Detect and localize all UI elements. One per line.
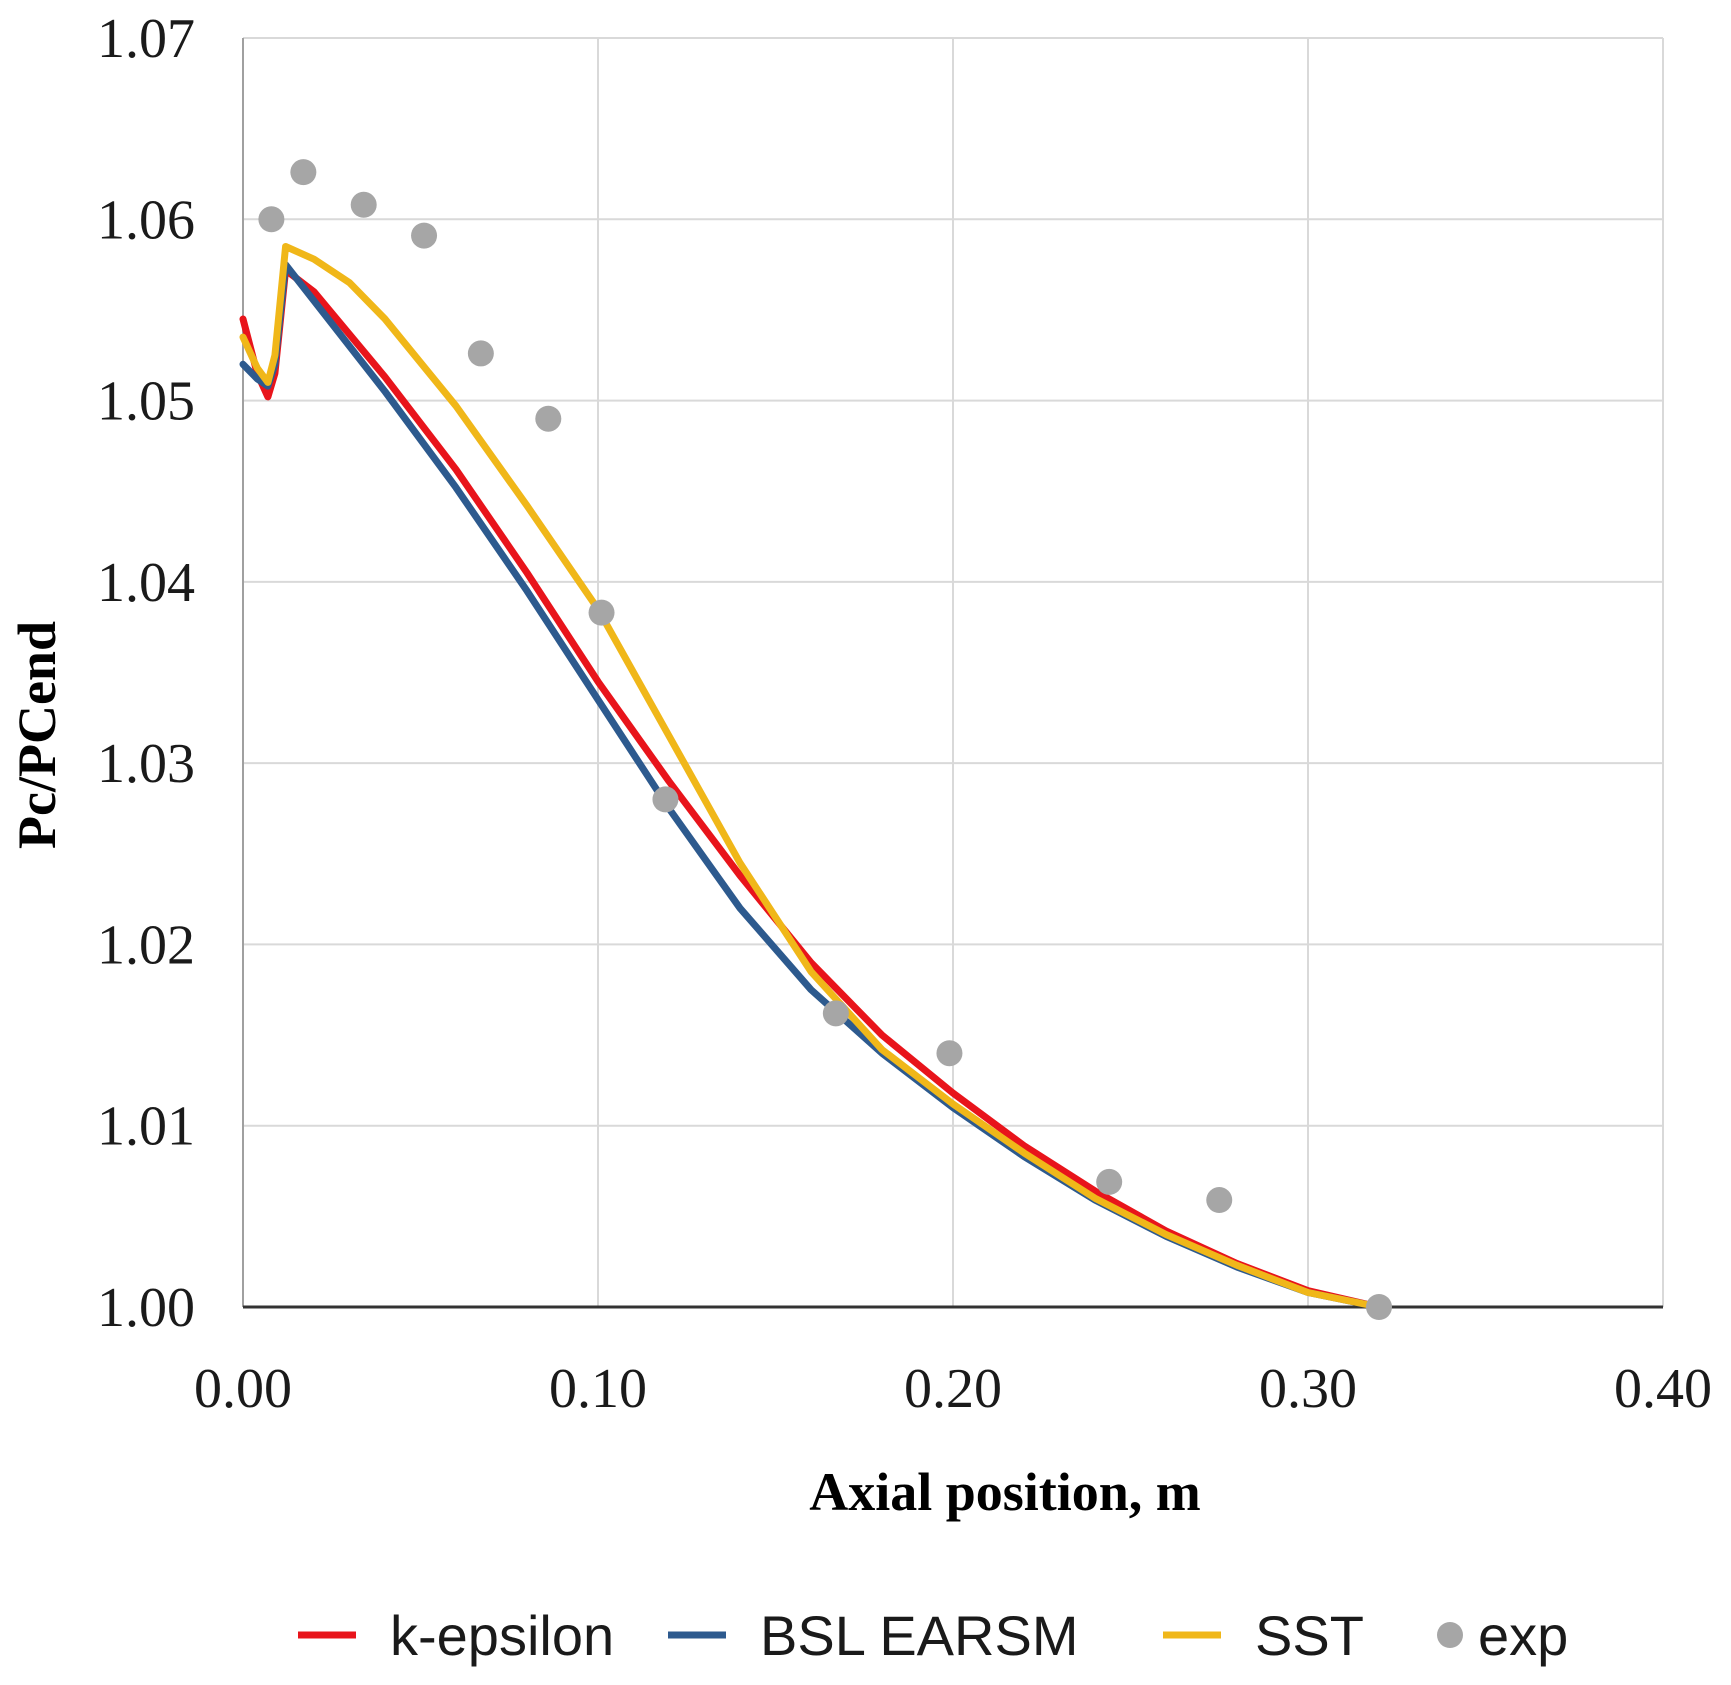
- x-axis-title: Axial position, m: [809, 1462, 1201, 1522]
- exp-point: [535, 405, 562, 432]
- y-tick-label: 1.06: [97, 189, 195, 251]
- y-axis-title: Pc/PCend: [7, 621, 67, 849]
- series-layer: [239, 159, 1392, 1320]
- y-tick-label: 1.03: [97, 733, 195, 795]
- exp-point: [290, 159, 317, 186]
- x-tick-label: 0.00: [194, 1358, 292, 1420]
- legend-label-k-epsilon: k-epsilon: [390, 1604, 614, 1667]
- legend-label-exp: exp: [1478, 1604, 1568, 1667]
- y-tick-label: 1.00: [97, 1277, 195, 1339]
- series-line-bsl-earsm: [239, 261, 1383, 1311]
- y-tick-label: 1.04: [97, 552, 195, 614]
- exp-point: [1366, 1294, 1392, 1320]
- exp-point: [258, 206, 285, 233]
- legend-label-bsl-earsm: BSL EARSM: [760, 1604, 1078, 1667]
- y-tick-label: 1.07: [97, 8, 195, 70]
- tick-labels: 1.00 1.01 1.02 1.03 1.04 1.05 1.06 1.07 0.00 0.10…: [97, 8, 1712, 1420]
- exp-point: [822, 1000, 849, 1027]
- legend: k-epsilon BSL EARSM SST exp: [298, 1604, 1568, 1667]
- axes: [242, 38, 1663, 1309]
- x-tick-label: 0.40: [1614, 1358, 1712, 1420]
- exp-point: [652, 786, 679, 813]
- exp-point: [411, 222, 438, 249]
- series-line-sst: [239, 243, 1383, 1311]
- x-tick-label: 0.10: [549, 1358, 647, 1420]
- exp-point: [588, 599, 615, 626]
- exp-point: [1206, 1187, 1233, 1214]
- y-tick-label: 1.01: [97, 1096, 195, 1158]
- grid: [243, 37, 1664, 1307]
- legend-marker-exp: [1437, 1622, 1463, 1648]
- y-tick-label: 1.02: [97, 914, 195, 976]
- legend-label-sst: SST: [1255, 1604, 1364, 1667]
- x-tick-label: 0.30: [1259, 1358, 1357, 1420]
- exp-point: [467, 340, 494, 367]
- x-tick-label: 0.20: [904, 1358, 1002, 1420]
- y-tick-label: 1.05: [97, 371, 195, 433]
- exp-point: [1096, 1168, 1123, 1195]
- exp-point: [936, 1040, 963, 1067]
- exp-point: [350, 191, 377, 218]
